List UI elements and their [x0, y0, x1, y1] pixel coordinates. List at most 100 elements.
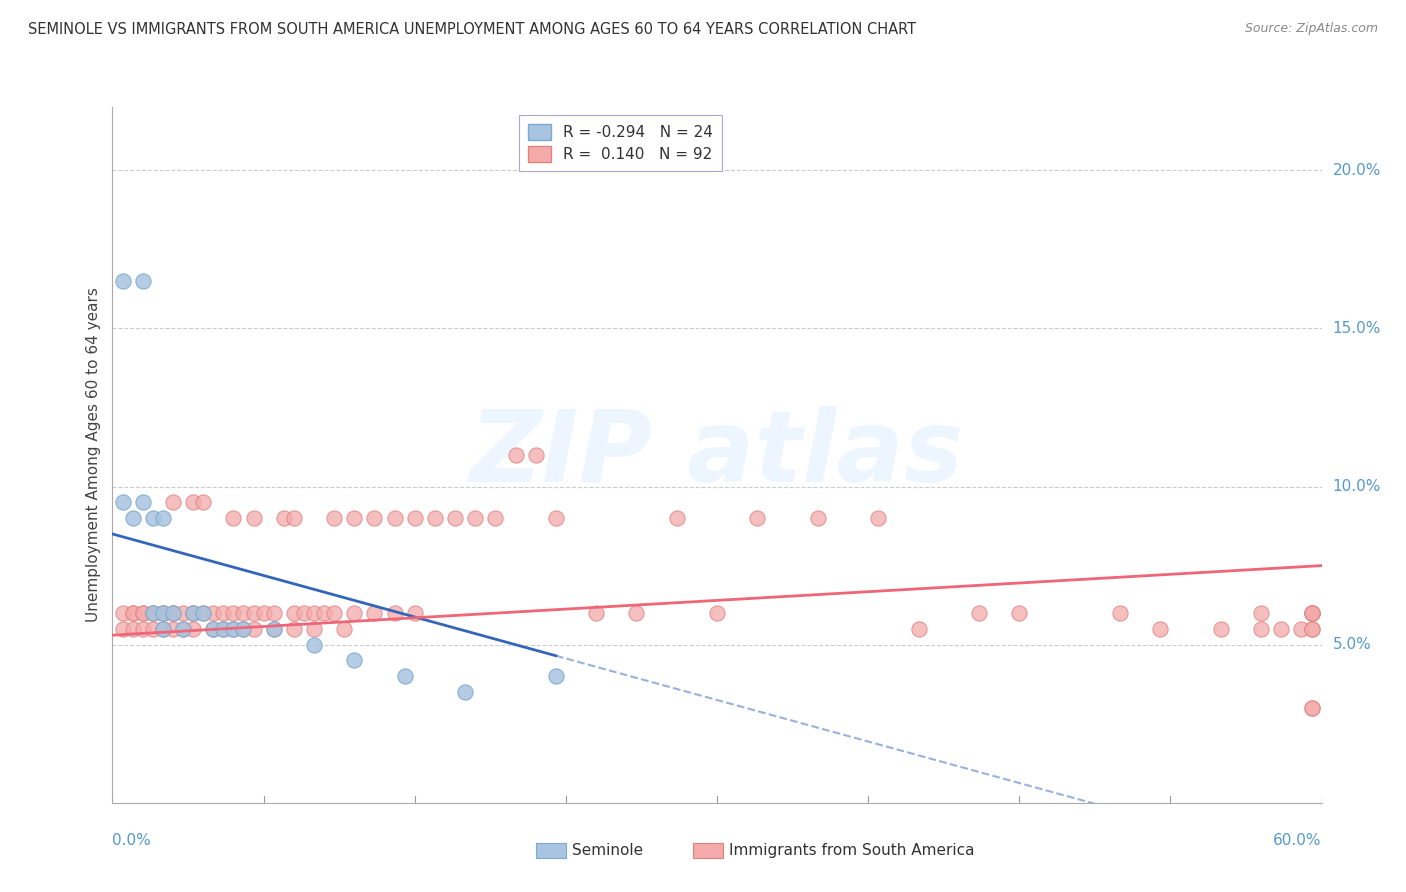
Point — [1301, 606, 1323, 620]
Point — [263, 606, 285, 620]
Point — [212, 622, 235, 636]
Point — [253, 606, 276, 620]
Point — [111, 274, 134, 288]
Legend: R = -0.294   N = 24, R =  0.140   N = 92: R = -0.294 N = 24, R = 0.140 N = 92 — [519, 115, 723, 171]
Point — [363, 606, 385, 620]
Point — [142, 606, 165, 620]
Point — [132, 622, 155, 636]
Text: ZIP atlas: ZIP atlas — [470, 407, 965, 503]
Point — [273, 511, 295, 525]
Point — [302, 606, 325, 620]
Point — [665, 511, 688, 525]
Point — [343, 606, 366, 620]
Point — [333, 622, 356, 636]
Point — [484, 511, 506, 525]
Point — [544, 669, 567, 683]
Point — [222, 622, 245, 636]
Point — [152, 511, 174, 525]
Text: Source: ZipAtlas.com: Source: ZipAtlas.com — [1244, 22, 1378, 36]
Point — [181, 622, 204, 636]
Point — [1109, 606, 1132, 620]
Point — [181, 606, 204, 620]
Point — [111, 622, 134, 636]
Point — [132, 606, 155, 620]
Point — [172, 606, 194, 620]
Point — [152, 622, 174, 636]
Point — [283, 606, 305, 620]
Point — [191, 606, 214, 620]
Y-axis label: Unemployment Among Ages 60 to 64 years: Unemployment Among Ages 60 to 64 years — [86, 287, 101, 623]
Point — [181, 606, 204, 620]
Point — [111, 606, 134, 620]
Point — [152, 622, 174, 636]
Point — [142, 606, 165, 620]
Point — [384, 511, 406, 525]
Point — [1008, 606, 1031, 620]
Point — [312, 606, 335, 620]
Point — [212, 622, 235, 636]
Text: Immigrants from South America: Immigrants from South America — [730, 843, 974, 857]
Point — [626, 606, 648, 620]
Point — [121, 511, 143, 525]
Point — [1301, 622, 1323, 636]
Point — [121, 622, 143, 636]
Bar — [693, 843, 723, 858]
Point — [292, 606, 315, 620]
Point — [1301, 622, 1323, 636]
Point — [181, 606, 204, 620]
Point — [323, 606, 346, 620]
Point — [202, 606, 225, 620]
Point — [423, 511, 446, 525]
Point — [967, 606, 990, 620]
Point — [181, 495, 204, 509]
Point — [1209, 622, 1232, 636]
Point — [162, 606, 184, 620]
Point — [302, 622, 325, 636]
Point — [191, 606, 214, 620]
Point — [121, 606, 143, 620]
Point — [1301, 701, 1323, 715]
Text: 15.0%: 15.0% — [1333, 321, 1381, 336]
Point — [263, 622, 285, 636]
Point — [222, 511, 245, 525]
Point — [152, 606, 174, 620]
Point — [505, 448, 527, 462]
Text: 10.0%: 10.0% — [1333, 479, 1381, 494]
Point — [142, 511, 165, 525]
Point — [585, 606, 607, 620]
Point — [747, 511, 769, 525]
Point — [242, 511, 264, 525]
Point — [242, 622, 264, 636]
Point — [132, 495, 155, 509]
Point — [404, 606, 426, 620]
Point — [1301, 701, 1323, 715]
Point — [132, 274, 155, 288]
Point — [142, 606, 165, 620]
Point — [111, 495, 134, 509]
Text: 5.0%: 5.0% — [1333, 637, 1371, 652]
Point — [343, 653, 366, 667]
Point — [152, 606, 174, 620]
Point — [283, 622, 305, 636]
Point — [162, 495, 184, 509]
Point — [222, 622, 245, 636]
Point — [1301, 606, 1323, 620]
Point — [1250, 622, 1272, 636]
Point — [907, 622, 929, 636]
Point — [283, 511, 305, 525]
Point — [1149, 622, 1171, 636]
Point — [232, 622, 254, 636]
Point — [202, 622, 225, 636]
Point — [162, 606, 184, 620]
Text: Seminole: Seminole — [572, 843, 643, 857]
Point — [232, 606, 254, 620]
Point — [162, 606, 184, 620]
Point — [212, 606, 235, 620]
Text: 20.0%: 20.0% — [1333, 163, 1381, 178]
Point — [444, 511, 467, 525]
Point — [121, 606, 143, 620]
Point — [191, 495, 214, 509]
Point — [152, 606, 174, 620]
Point — [384, 606, 406, 620]
Point — [807, 511, 830, 525]
